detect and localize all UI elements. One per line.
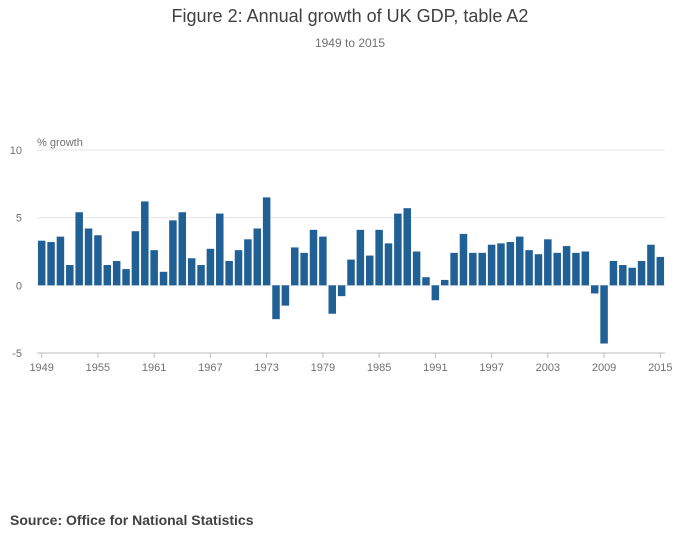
bar-1985 xyxy=(375,229,383,286)
bar-1979 xyxy=(319,236,327,286)
chart-subtitle: 1949 to 2015 xyxy=(314,36,386,50)
bar-1972 xyxy=(253,228,262,286)
x-tick-label: 1979 xyxy=(311,362,335,374)
bar-1952 xyxy=(66,265,74,286)
bar-1986 xyxy=(384,243,393,286)
y-tick-label: 0 xyxy=(16,280,22,292)
bar-2003 xyxy=(544,239,552,286)
bar-1999 xyxy=(506,242,515,286)
x-tick-label: 1955 xyxy=(86,362,110,374)
bar-2013 xyxy=(637,260,646,286)
bar-1949 xyxy=(37,240,46,286)
bar-1980 xyxy=(328,285,337,314)
x-tick-label: 1973 xyxy=(254,362,278,374)
bar-1954 xyxy=(84,228,93,286)
bars xyxy=(37,197,665,344)
bar-2001 xyxy=(525,250,533,286)
bar-1978 xyxy=(309,229,318,286)
bar-1998 xyxy=(497,243,505,286)
chart-title: Figure 2: Annual growth of UK GDP, table… xyxy=(171,6,529,26)
bar-1969 xyxy=(225,260,233,286)
bar-1973 xyxy=(262,197,271,286)
y-tick-label: -5 xyxy=(12,348,22,360)
y-axis-labels: -5 0 5 10 xyxy=(10,145,22,360)
bar-2012 xyxy=(628,267,636,286)
bar-1971 xyxy=(244,239,252,286)
x-tick-label: 2009 xyxy=(592,362,616,374)
bar-1997 xyxy=(487,244,496,286)
bar-2002 xyxy=(534,254,543,286)
bar-1959 xyxy=(131,231,140,286)
bar-1963 xyxy=(169,220,177,286)
y-axis-unit-label: % growth xyxy=(37,137,83,149)
bar-1958 xyxy=(122,269,130,286)
bar-1966 xyxy=(197,265,205,286)
bar-1977 xyxy=(300,252,308,286)
bar-1965 xyxy=(187,258,196,286)
bar-1956 xyxy=(103,265,112,286)
bar-2015 xyxy=(656,256,665,286)
bar-2014 xyxy=(647,244,655,286)
bar-1964 xyxy=(178,212,187,286)
bar-2009 xyxy=(600,285,608,344)
bar-1982 xyxy=(347,259,355,286)
bar-1995 xyxy=(469,252,477,286)
bar-1983 xyxy=(356,229,365,286)
bar-1976 xyxy=(291,247,299,286)
bar-2008 xyxy=(590,285,599,294)
bar-1951 xyxy=(56,236,65,286)
bar-1989 xyxy=(412,251,421,286)
x-tick-label: 2015 xyxy=(648,362,672,374)
bar-1993 xyxy=(450,252,458,286)
bar-1996 xyxy=(478,252,486,286)
x-tick-label: 1985 xyxy=(367,362,391,374)
bar-1950 xyxy=(47,242,55,286)
y-tick-label: 10 xyxy=(10,145,22,157)
bar-1981 xyxy=(337,285,346,297)
bar-1990 xyxy=(422,277,430,286)
bar-2005 xyxy=(562,246,571,286)
x-tick-label: 1961 xyxy=(142,362,166,374)
bar-1988 xyxy=(403,208,411,286)
bar-2007 xyxy=(581,251,590,286)
bar-2006 xyxy=(572,252,580,286)
bar-2010 xyxy=(609,260,618,286)
bar-1962 xyxy=(159,271,168,286)
bar-1957 xyxy=(112,260,121,286)
bar-1960 xyxy=(141,201,149,286)
x-axis: 1949 1955 1961 1967 1973 1979 1985 1991 1997 2003… xyxy=(29,352,673,374)
bar-2004 xyxy=(553,252,561,286)
bar-1974 xyxy=(272,285,280,320)
bar-2011 xyxy=(619,265,627,286)
bar-1975 xyxy=(281,285,290,306)
bar-1984 xyxy=(365,255,374,286)
bar-1994 xyxy=(459,233,468,286)
bar-1968 xyxy=(216,213,224,286)
bar-1967 xyxy=(206,248,215,286)
x-tick-label: 1949 xyxy=(29,362,53,374)
bar-1970 xyxy=(234,250,243,286)
bar-1955 xyxy=(94,235,102,286)
x-tick-label: 1997 xyxy=(479,362,503,374)
bar-2000 xyxy=(515,236,524,286)
bar-1992 xyxy=(440,279,449,286)
bar-1987 xyxy=(394,213,402,286)
bar-1961 xyxy=(150,250,158,286)
bar-1953 xyxy=(75,212,83,286)
y-tick-label: 5 xyxy=(16,213,22,225)
x-tick-label: 1967 xyxy=(198,362,222,374)
x-tick-label: 2003 xyxy=(536,362,560,374)
x-tick-label: 1991 xyxy=(423,362,447,374)
bar-1991 xyxy=(431,285,440,301)
source-note: Source: Office for National Statistics xyxy=(10,512,254,528)
